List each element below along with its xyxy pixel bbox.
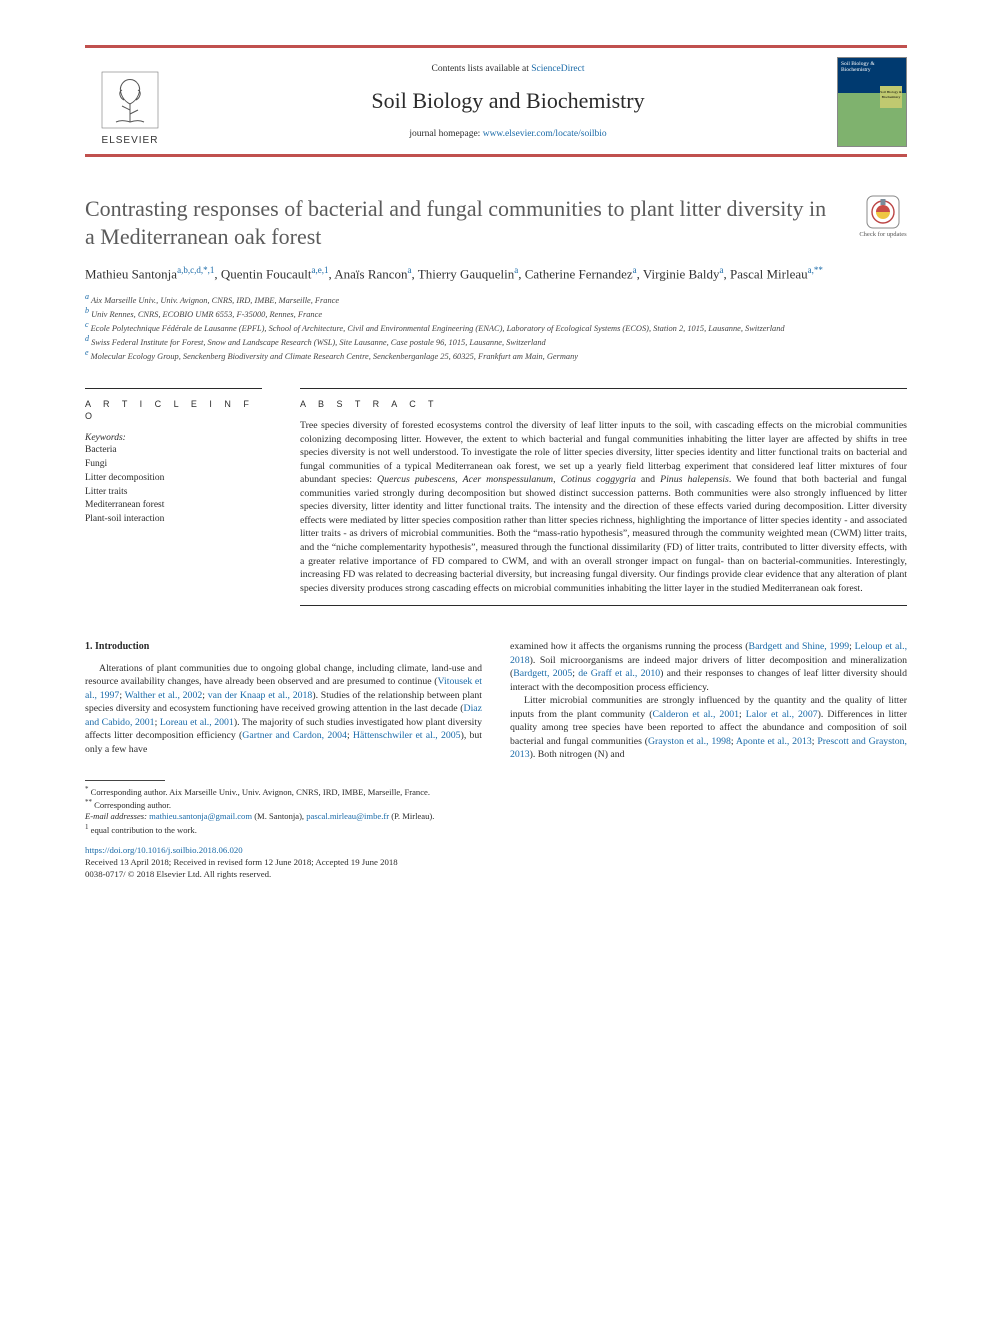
footnote-line: ** Corresponding author. <box>85 798 907 811</box>
email-link-1[interactable]: mathieu.santonja@gmail.com <box>149 811 252 821</box>
elsevier-tree-icon <box>100 70 160 130</box>
contents-lists-line: Contents lists available at ScienceDirec… <box>431 63 584 76</box>
cover-badge: Soil Biology & Biochemistry <box>880 86 902 108</box>
abstract-column: A B S T R A C T Tree species diversity o… <box>300 388 907 606</box>
affiliation-line: e Molecular Ecology Group, Senckenberg B… <box>85 348 907 362</box>
abstract-heading: A B S T R A C T <box>300 398 907 410</box>
keyword-item: Litter traits <box>85 486 262 500</box>
affiliation-line: b Univ Rennes, CNRS, ECOBIO UMR 6553, F-… <box>85 306 907 320</box>
footnote-email-line: E-mail addresses: mathieu.santonja@gmail… <box>85 810 907 822</box>
email-link-2[interactable]: pascal.mirleau@imbe.fr <box>306 811 389 821</box>
keyword-item: Plant-soil interaction <box>85 513 262 527</box>
crossmark-icon <box>866 195 900 229</box>
keyword-item: Mediterranean forest <box>85 499 262 513</box>
article-title: Contrasting responses of bacterial and f… <box>85 195 839 250</box>
intro-paragraph-3: Litter microbial communities are strongl… <box>510 694 907 762</box>
publisher-logo: ELSEVIER <box>85 57 175 147</box>
journal-homepage-line: journal homepage: www.elsevier.com/locat… <box>409 128 606 141</box>
journal-strip-center: Contents lists available at ScienceDirec… <box>179 58 837 146</box>
keyword-item: Litter decomposition <box>85 472 262 486</box>
footnote-separator <box>85 780 165 781</box>
article-info-heading: A R T I C L E I N F O <box>85 398 262 422</box>
affiliations-block: a Aix Marseille Univ., Univ. Avignon, CN… <box>85 292 907 363</box>
footnotes-block: * Corresponding author. Aix Marseille Un… <box>85 785 907 836</box>
journal-title: Soil Biology and Biochemistry <box>371 86 644 116</box>
affiliation-line: a Aix Marseille Univ., Univ. Avignon, CN… <box>85 292 907 306</box>
publisher-name: ELSEVIER <box>102 134 159 148</box>
intro-paragraph-1: Alterations of plant communities due to … <box>85 662 482 757</box>
author-list: Mathieu Santonjaa,b,c,d,*,1, Quentin Fou… <box>85 264 907 284</box>
contents-prefix: Contents lists available at <box>431 64 531 74</box>
keywords-list: BacteriaFungiLitter decompositionLitter … <box>85 444 262 527</box>
doi-link[interactable]: https://doi.org/10.1016/j.soilbio.2018.0… <box>85 845 907 857</box>
keyword-item: Fungi <box>85 458 262 472</box>
journal-homepage-link[interactable]: www.elsevier.com/locate/soilbio <box>483 129 607 139</box>
article-info-column: A R T I C L E I N F O Keywords: Bacteria… <box>85 388 262 606</box>
affiliation-line: d Swiss Federal Institute for Forest, Sn… <box>85 334 907 348</box>
cover-title: Soil Biology & Biochemistry <box>841 61 903 73</box>
article-history: Received 13 April 2018; Received in revi… <box>85 857 907 869</box>
journal-cover-thumbnail: Soil Biology & Biochemistry Soil Biology… <box>837 57 907 147</box>
journal-header-strip: ELSEVIER Contents lists available at Sci… <box>85 45 907 157</box>
copyright-line: 0038-0717/ © 2018 Elsevier Ltd. All righ… <box>85 869 907 881</box>
abstract-text: Tree species diversity of forested ecosy… <box>300 419 907 595</box>
keyword-item: Bacteria <box>85 444 262 458</box>
homepage-prefix: journal homepage: <box>409 129 482 139</box>
intro-paragraph-2: examined how it affects the organisms ru… <box>510 640 907 694</box>
sciencedirect-link[interactable]: ScienceDirect <box>531 64 584 74</box>
check-for-updates-button[interactable]: Check for updates <box>859 195 907 250</box>
section-heading-introduction: 1. Introduction <box>85 640 482 654</box>
affiliation-line: c Ecole Polytechnique Fédérale de Lausan… <box>85 320 907 334</box>
keywords-label: Keywords: <box>85 432 262 445</box>
footnote-line: * Corresponding author. Aix Marseille Un… <box>85 785 907 798</box>
check-for-updates-label: Check for updates <box>859 231 906 238</box>
article-body: 1. Introduction Alterations of plant com… <box>85 640 907 762</box>
footnote-equal-contribution: 1 equal contribution to the work. <box>85 823 907 836</box>
